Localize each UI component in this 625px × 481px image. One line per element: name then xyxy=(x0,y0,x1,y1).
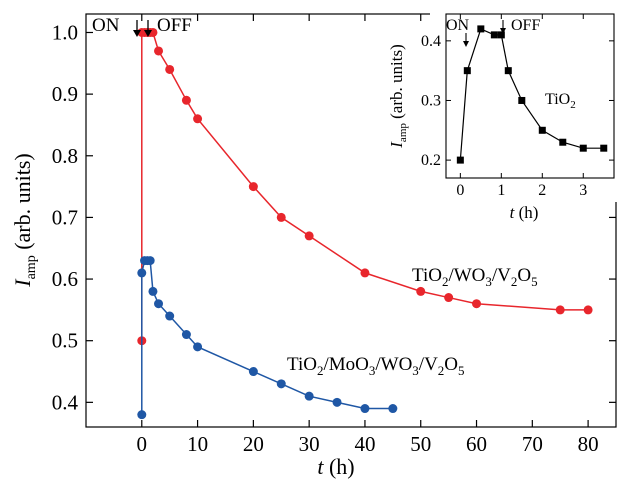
inset-data-point xyxy=(579,144,587,152)
inset-x-tick-label: 2 xyxy=(538,182,546,199)
inset-data-point xyxy=(456,156,464,164)
data-point-blue xyxy=(154,299,164,309)
data-point-blue xyxy=(388,404,398,414)
data-point-blue xyxy=(276,379,286,389)
y-tick-label: 0.5 xyxy=(52,329,78,353)
y-tick-label: 0.8 xyxy=(52,144,78,168)
data-point-red xyxy=(181,95,191,105)
data-point-blue xyxy=(193,342,203,352)
data-point-blue xyxy=(165,311,175,321)
series-label-blue: TiO2/MoO3/WO3/V2O5 xyxy=(287,354,465,378)
inset-y-tick-label: 0.2 xyxy=(421,152,441,169)
data-point-blue xyxy=(248,367,258,377)
data-point-red xyxy=(583,305,593,315)
data-point-red xyxy=(360,268,370,278)
inset-x-tick-label: 1 xyxy=(497,182,505,199)
x-tick-label: 80 xyxy=(578,432,599,456)
main-axis-ticks: 0 10 20 30 40 50 60 70 800.40.50.60.70.80.91.0 xyxy=(52,14,616,456)
inset-data-point xyxy=(504,67,512,75)
inset-off-annotation: OFF xyxy=(511,17,540,34)
data-point-blue xyxy=(148,286,158,296)
data-point-red xyxy=(248,182,258,192)
inset-series-label: TiO2 xyxy=(545,91,576,111)
series-label-red: TiO2/WO3/V2O5 xyxy=(412,265,538,289)
inset-x-axis-title: t (h) xyxy=(510,203,539,222)
x-tick-label: 50 xyxy=(410,432,431,456)
inset-series-layer xyxy=(456,25,608,164)
inset-x-tick-label: 3 xyxy=(579,182,587,199)
inset-on-annotation: ON xyxy=(446,17,470,34)
data-point-red xyxy=(193,114,203,124)
inset-on-arrow xyxy=(463,33,469,47)
data-point-blue xyxy=(332,397,342,407)
data-point-blue xyxy=(360,404,370,414)
data-point-red xyxy=(276,212,286,222)
y-tick-label: 0.6 xyxy=(52,267,78,291)
series-line-blue xyxy=(141,259,393,415)
inset-data-point xyxy=(600,144,608,152)
data-point-red xyxy=(555,305,565,315)
main-off-annotation: OFF xyxy=(157,15,192,36)
data-point-blue xyxy=(304,391,314,401)
x-tick-label: 60 xyxy=(466,432,487,456)
data-point-blue xyxy=(137,268,147,278)
y-tick-label: 0.4 xyxy=(52,390,79,414)
x-tick-label: 0 xyxy=(137,432,148,456)
x-tick-label: 30 xyxy=(299,432,320,456)
x-tick-label: 40 xyxy=(354,432,375,456)
data-point-red xyxy=(444,293,454,303)
data-point-blue xyxy=(137,410,147,420)
data-point-red xyxy=(416,286,426,296)
inset-y-tick-label: 0.3 xyxy=(421,92,441,109)
data-point-red xyxy=(304,231,314,241)
data-point-red xyxy=(472,299,482,309)
inset-data-point xyxy=(477,25,485,33)
inset-plot-frame xyxy=(445,13,615,179)
inset-data-point xyxy=(490,31,498,39)
main-on-arrow xyxy=(133,20,141,37)
x-tick-label: 10 xyxy=(187,432,208,456)
x-tick-label: 70 xyxy=(522,432,543,456)
inset-data-point xyxy=(538,126,546,134)
main-x-axis-title: t (h) xyxy=(317,454,354,479)
y-tick-label: 0.7 xyxy=(52,205,78,229)
data-point-red xyxy=(165,64,175,74)
inset-y-tick-label: 0.4 xyxy=(421,33,441,50)
main-off-arrow xyxy=(144,20,152,37)
x-tick-label: 20 xyxy=(243,432,264,456)
y-tick-label: 0.9 xyxy=(52,82,78,106)
inset-axis-ticks: 0 1 2 3 0.2 0.3 0.4 xyxy=(421,14,614,199)
main-on-annotation: ON xyxy=(92,15,120,36)
inset-y-axis-title: Iamp (arb. units) xyxy=(387,44,409,148)
data-point-blue xyxy=(145,256,155,266)
main-plot-frame xyxy=(85,13,617,428)
data-point-red xyxy=(154,46,164,56)
inset-data-point xyxy=(463,67,471,75)
inset-data-point xyxy=(518,96,526,104)
inset-data-point xyxy=(559,138,567,146)
inset-data-point xyxy=(497,31,505,39)
inset-x-tick-label: 0 xyxy=(456,182,464,199)
inset-off-arrow xyxy=(500,20,506,34)
data-point-blue xyxy=(181,330,191,340)
y-tick-label: 1.0 xyxy=(52,20,78,44)
main-y-axis-title: Iamp (arb. units) xyxy=(10,153,39,287)
